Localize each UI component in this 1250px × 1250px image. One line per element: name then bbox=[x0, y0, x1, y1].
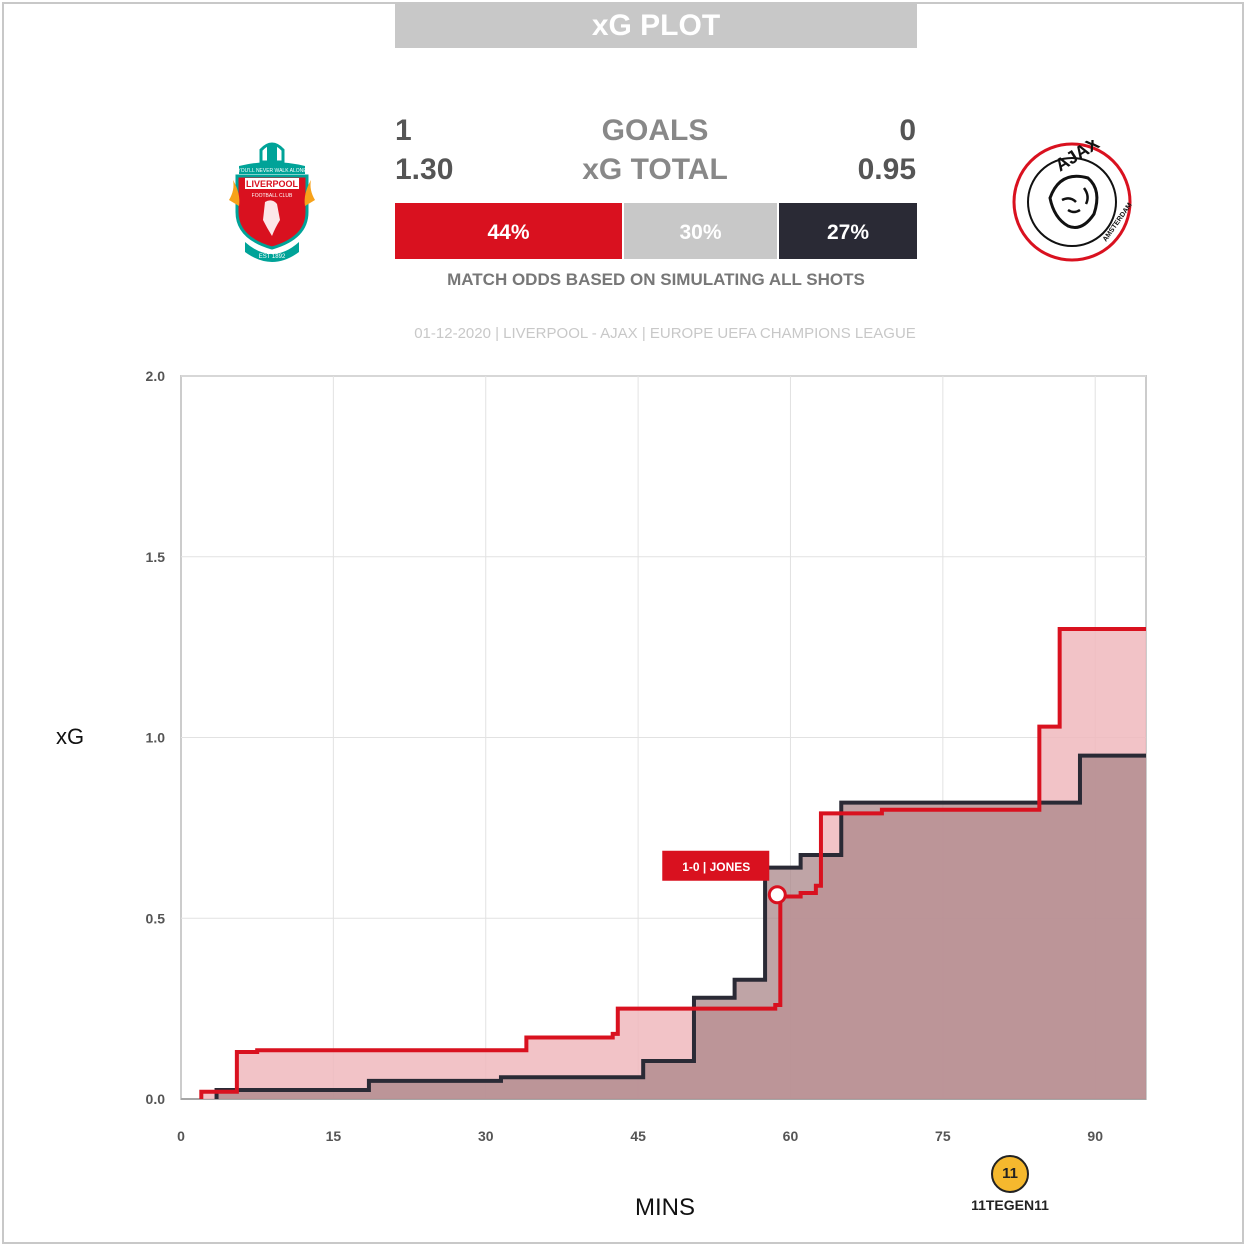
y-tick-label: 2.0 bbox=[146, 368, 166, 384]
y-tick-label: 1.0 bbox=[146, 730, 166, 746]
home-xg: 1.30 bbox=[395, 153, 454, 186]
y-tick-label: 0.0 bbox=[146, 1091, 166, 1107]
svg-text:FOOTBALL CLUB: FOOTBALL CLUB bbox=[252, 193, 293, 199]
liverpool-crest-icon: YOU'LL NEVER WALK ALONE LIVERPOOL FOOTBA… bbox=[225, 140, 320, 275]
series-line-ajax bbox=[214, 753, 1146, 1099]
svg-text:YOU'LL NEVER WALK ALONE: YOU'LL NEVER WALK ALONE bbox=[237, 168, 307, 174]
x-tick-label: 45 bbox=[630, 1128, 646, 1144]
x-tick-label: 75 bbox=[935, 1128, 951, 1144]
away-goals: 0 bbox=[899, 114, 916, 147]
series-area-ajax bbox=[216, 755, 1147, 1099]
ajax-crest-icon: AJAX AMSTERDAM bbox=[1010, 133, 1135, 270]
y-tick-label: 1.5 bbox=[146, 549, 166, 565]
svg-text:LIVERPOOL: LIVERPOOL bbox=[246, 179, 299, 189]
series-line-liverpool bbox=[199, 627, 1146, 1099]
brand-text: 11TEGEN11 bbox=[971, 1197, 1049, 1213]
brand-badge-icon: 11 bbox=[991, 1155, 1029, 1193]
home-win-odds: 44% bbox=[395, 203, 622, 259]
goal-marker bbox=[767, 885, 787, 905]
x-tick-label: 60 bbox=[783, 1128, 799, 1144]
away-win-odds: 27% bbox=[779, 203, 917, 259]
y-tick-label: 0.5 bbox=[146, 910, 166, 926]
brand-logo: 11 11TEGEN11 bbox=[965, 1155, 1055, 1213]
x-tick-label: 0 bbox=[177, 1128, 185, 1144]
goal-annotation-box bbox=[662, 850, 770, 881]
goal-annotation-label: 1-0 | JONES bbox=[682, 860, 750, 874]
x-tick-label: 90 bbox=[1087, 1128, 1103, 1144]
x-axis-label: MINS bbox=[635, 1194, 695, 1221]
odds-note: MATCH ODDS BASED ON SIMULATING ALL SHOTS bbox=[447, 270, 865, 289]
match-info: 01-12-2020 | LIVERPOOL - AJAX | EUROPE U… bbox=[414, 325, 916, 342]
home-goals: 1 bbox=[395, 114, 412, 147]
svg-text:EST 1892: EST 1892 bbox=[259, 254, 286, 260]
xg-total-label: xG TOTAL bbox=[582, 153, 728, 186]
goals-label: GOALS bbox=[601, 114, 709, 147]
x-tick-label: 15 bbox=[326, 1128, 342, 1144]
page-title: xG PLOT bbox=[395, 4, 917, 48]
x-tick-label: 30 bbox=[478, 1128, 494, 1144]
away-xg: 0.95 bbox=[857, 153, 916, 186]
draw-odds: 30% bbox=[624, 203, 777, 259]
y-axis-label: xG bbox=[56, 724, 85, 749]
